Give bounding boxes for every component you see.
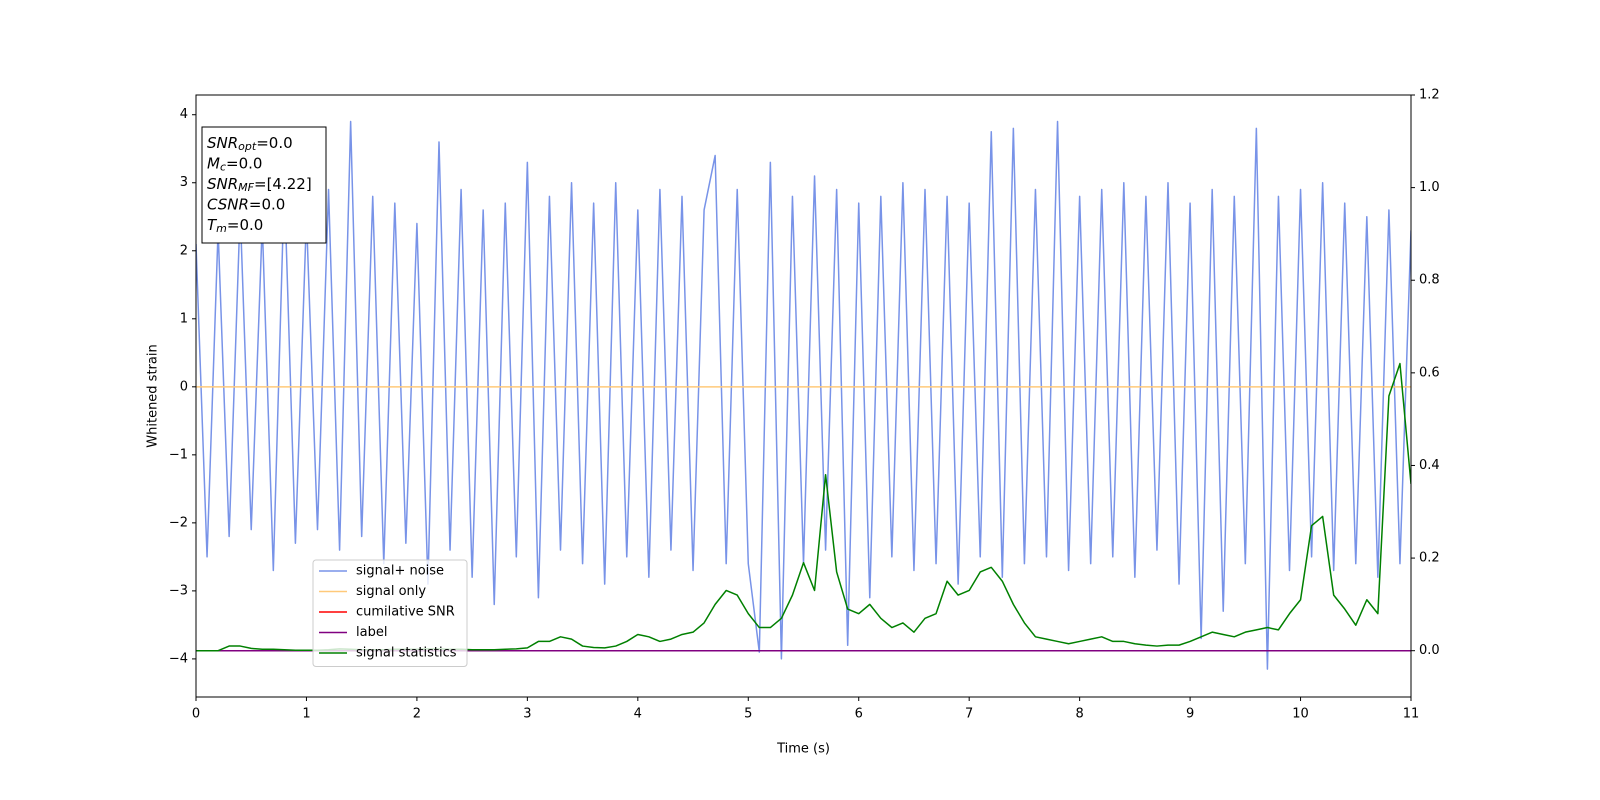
annotation-value: =0.0 <box>227 216 263 234</box>
x-tick-label: 7 <box>965 707 973 722</box>
x-tick-label: 6 <box>855 707 863 722</box>
annotation-subscript: MF <box>238 181 254 194</box>
annotation-symbol: CSNR <box>207 195 249 213</box>
legend-label: label <box>356 625 387 640</box>
axes-frame <box>195 94 1412 698</box>
y2-tick-label: 0.4 <box>1419 458 1440 473</box>
y2-tick-label: 0.8 <box>1419 273 1440 288</box>
annotation-subscript: opt <box>238 140 257 153</box>
annotation-line: SNRopt=0.0 <box>207 134 293 154</box>
annotation-value: =0.0 <box>256 134 292 152</box>
y-axis-label: Whitened strain <box>146 344 161 447</box>
annotation-subscript: c <box>220 161 226 174</box>
x-tick-label: 1 <box>302 707 310 722</box>
x-tick-label: 10 <box>1292 707 1309 722</box>
y2-tick-label: 0.6 <box>1419 365 1440 380</box>
annotation-symbol: SNR <box>207 175 238 193</box>
y2-tick-label: 0.2 <box>1419 551 1440 566</box>
annotation-subscript: m <box>216 222 227 235</box>
legend-label: cumilative SNR <box>356 605 455 620</box>
annotation-value: =0.0 <box>249 195 285 213</box>
annotation-value: =0.0 <box>226 154 262 172</box>
y-tick-label: 1 <box>180 311 188 326</box>
x-tick-label: 9 <box>1186 707 1194 722</box>
y2-tick-label: 0.0 <box>1419 643 1440 658</box>
annotation-value: =[4.22] <box>254 175 312 193</box>
y2-tick-label: 1.2 <box>1419 88 1440 103</box>
legend-box <box>312 559 468 667</box>
x-tick-label: 0 <box>192 707 200 722</box>
y-tick-label: −3 <box>169 583 188 598</box>
annotation-symbol: T <box>207 216 218 234</box>
x-tick-label: 11 <box>1403 707 1420 722</box>
y-tick-label: −2 <box>169 515 188 530</box>
y2-tick-label: 1.0 <box>1419 180 1440 195</box>
y-tick-label: −1 <box>169 447 188 462</box>
annotation-symbol: M <box>207 154 220 172</box>
x-axis-label: Time (s) <box>776 742 830 757</box>
x-tick-label: 2 <box>413 707 421 722</box>
x-tick-label: 8 <box>1075 707 1083 722</box>
y-tick-label: 3 <box>180 175 188 190</box>
y-tick-label: 4 <box>180 107 188 122</box>
x-tick-label: 3 <box>523 707 531 722</box>
y-tick-label: −4 <box>169 651 188 666</box>
legend-label: signal statistics <box>356 646 457 661</box>
annotation-line: SNRMF=[4.22] <box>207 175 312 195</box>
y-tick-label: 2 <box>180 243 188 258</box>
annotation-box <box>201 126 327 244</box>
annotation-line: CSNR=0.0 <box>207 195 285 213</box>
y-tick-label: 0 <box>180 379 188 394</box>
legend-label: signal+ noise <box>356 564 444 579</box>
annotation-symbol: SNR <box>207 134 238 152</box>
x-tick-label: 4 <box>634 707 642 722</box>
x-tick-label: 5 <box>744 707 752 722</box>
annotation-line: Tm=0.0 <box>207 216 263 236</box>
legend-label: signal only <box>356 584 426 599</box>
annotation-line: Mc=0.0 <box>207 154 262 174</box>
